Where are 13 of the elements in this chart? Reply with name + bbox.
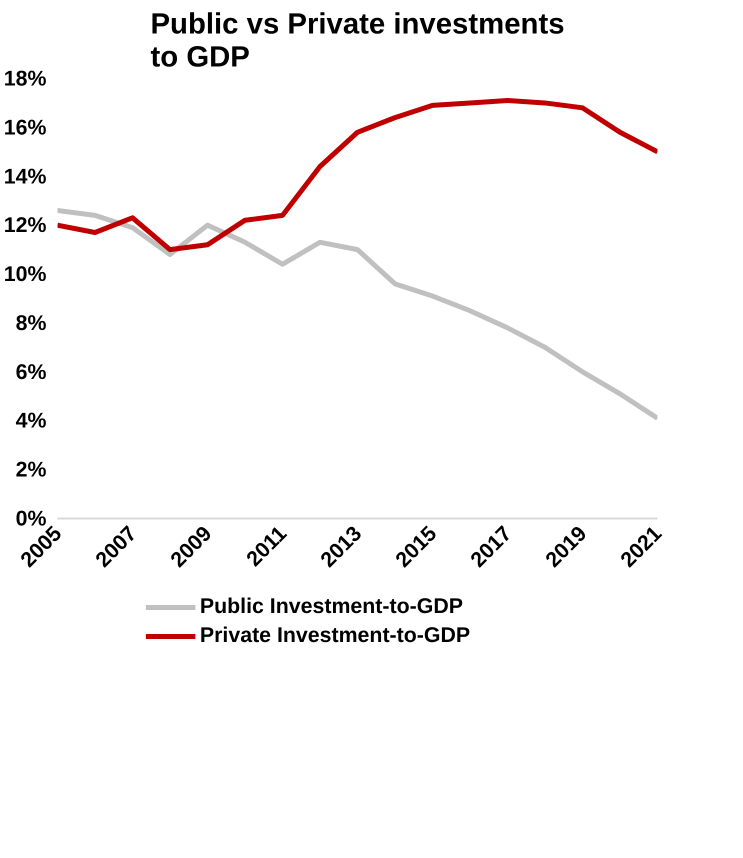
y-tick-label: 2%: [16, 458, 47, 482]
y-tick-label: 14%: [4, 164, 47, 188]
y-tick-label: 8%: [16, 310, 47, 335]
legend-label: Public Investment-to-GDP: [200, 594, 463, 619]
y-tick-label: 10%: [4, 262, 47, 286]
y-tick-label: 4%: [16, 408, 47, 433]
y-tick-label: 18%: [4, 66, 47, 90]
y-tick-label: 0%: [16, 506, 47, 530]
y-tick-label: 6%: [16, 360, 47, 384]
legend-label: Private Investment-to-GDP: [200, 623, 470, 648]
chart-title: Public vs Private investments to GDP: [150, 8, 565, 74]
y-tick-label: 16%: [4, 115, 47, 140]
y-tick-label: 12%: [4, 213, 47, 238]
